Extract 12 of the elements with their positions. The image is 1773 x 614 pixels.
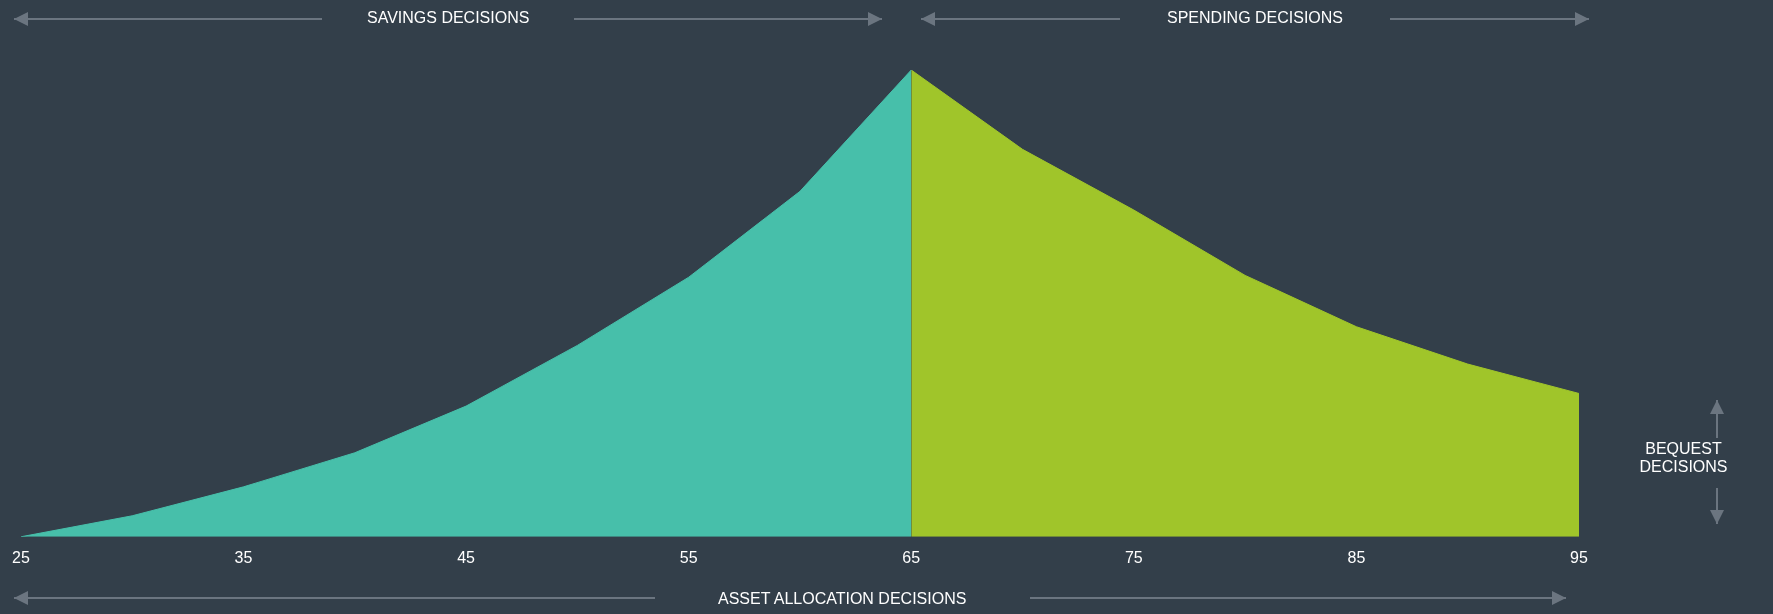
- x-tick-label: 25: [12, 548, 30, 566]
- text: SPENDING DECISIONS: [1167, 9, 1344, 27]
- x-tick-label: 85: [1347, 548, 1366, 566]
- text: ASSET ALLOCATION DECISIONS: [718, 590, 967, 608]
- x-tick-label: 35: [234, 548, 253, 566]
- x-tick-label: 55: [679, 548, 698, 566]
- x-tick-label: 45: [457, 548, 476, 566]
- x-tick-label: 65: [902, 548, 921, 566]
- text: SAVINGS DECISIONS: [367, 9, 530, 27]
- x-tick-label: 75: [1124, 548, 1143, 566]
- x-tick-label: 95: [1570, 548, 1588, 566]
- text: BEQUEST DECISIONS: [1639, 440, 1728, 476]
